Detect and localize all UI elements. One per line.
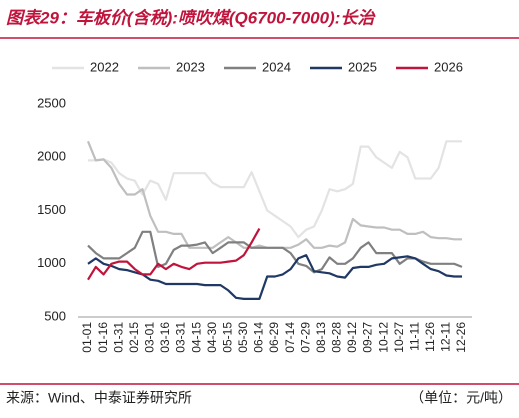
series-line — [87, 254, 462, 300]
x-tick-label: 06-29 — [267, 322, 281, 353]
x-tick-label: 01-31 — [111, 322, 125, 353]
unit: （单位：元/吨） — [410, 390, 512, 406]
x-tick-label: 09-27 — [361, 322, 375, 353]
x-tick-label: 08-13 — [314, 322, 328, 353]
y-tick-label: 1000 — [37, 255, 66, 270]
source: 来源：Wind、中泰证券研究所 — [6, 390, 192, 406]
x-tick-label: 05-30 — [236, 322, 250, 353]
x-tick-label: 06-14 — [252, 322, 266, 353]
chart-title: 图表29：车板价(含税):喷吹煤(Q6700-7000):长治 — [6, 8, 376, 27]
x-tick-label: 10-27 — [392, 322, 406, 353]
legend-label: 2022 — [90, 59, 119, 74]
x-tick-label: 09-12 — [345, 322, 359, 353]
series-line — [88, 140, 462, 239]
x-tick-label: 07-29 — [298, 322, 312, 353]
y-tick-label: 500 — [44, 308, 66, 323]
x-tick-label: 05-15 — [220, 322, 234, 353]
x-tick-label: 04-30 — [205, 322, 219, 353]
y-tick-label: 1500 — [37, 202, 66, 217]
x-tick-label: 08-28 — [330, 322, 344, 353]
series-line — [87, 230, 463, 274]
x-tick-label: 03-01 — [143, 322, 157, 353]
x-tick-label: 01-16 — [96, 322, 110, 353]
legend-label: 2025 — [348, 59, 377, 74]
x-tick-label: 03-31 — [174, 322, 188, 353]
x-tick-label: 12-11 — [439, 322, 453, 352]
x-tick-label: 02-15 — [127, 322, 141, 353]
y-tick-label: 2000 — [37, 149, 66, 164]
x-tick-label: 01-01 — [80, 322, 94, 353]
x-tick-label: 11-11 — [407, 322, 421, 351]
x-tick-label: 12-26 — [454, 322, 468, 353]
legend-label: 2023 — [176, 59, 205, 74]
y-tick-label: 2500 — [37, 95, 66, 110]
x-tick-label: 07-14 — [283, 322, 297, 353]
x-tick-label: 11-26 — [423, 322, 437, 352]
x-tick-label: 04-15 — [189, 322, 203, 353]
legend-label: 2024 — [262, 59, 291, 74]
series-line — [87, 228, 261, 281]
legend-label: 2026 — [434, 59, 463, 74]
x-tick-label: 03-16 — [158, 322, 172, 353]
x-tick-label: 10-12 — [376, 322, 390, 353]
